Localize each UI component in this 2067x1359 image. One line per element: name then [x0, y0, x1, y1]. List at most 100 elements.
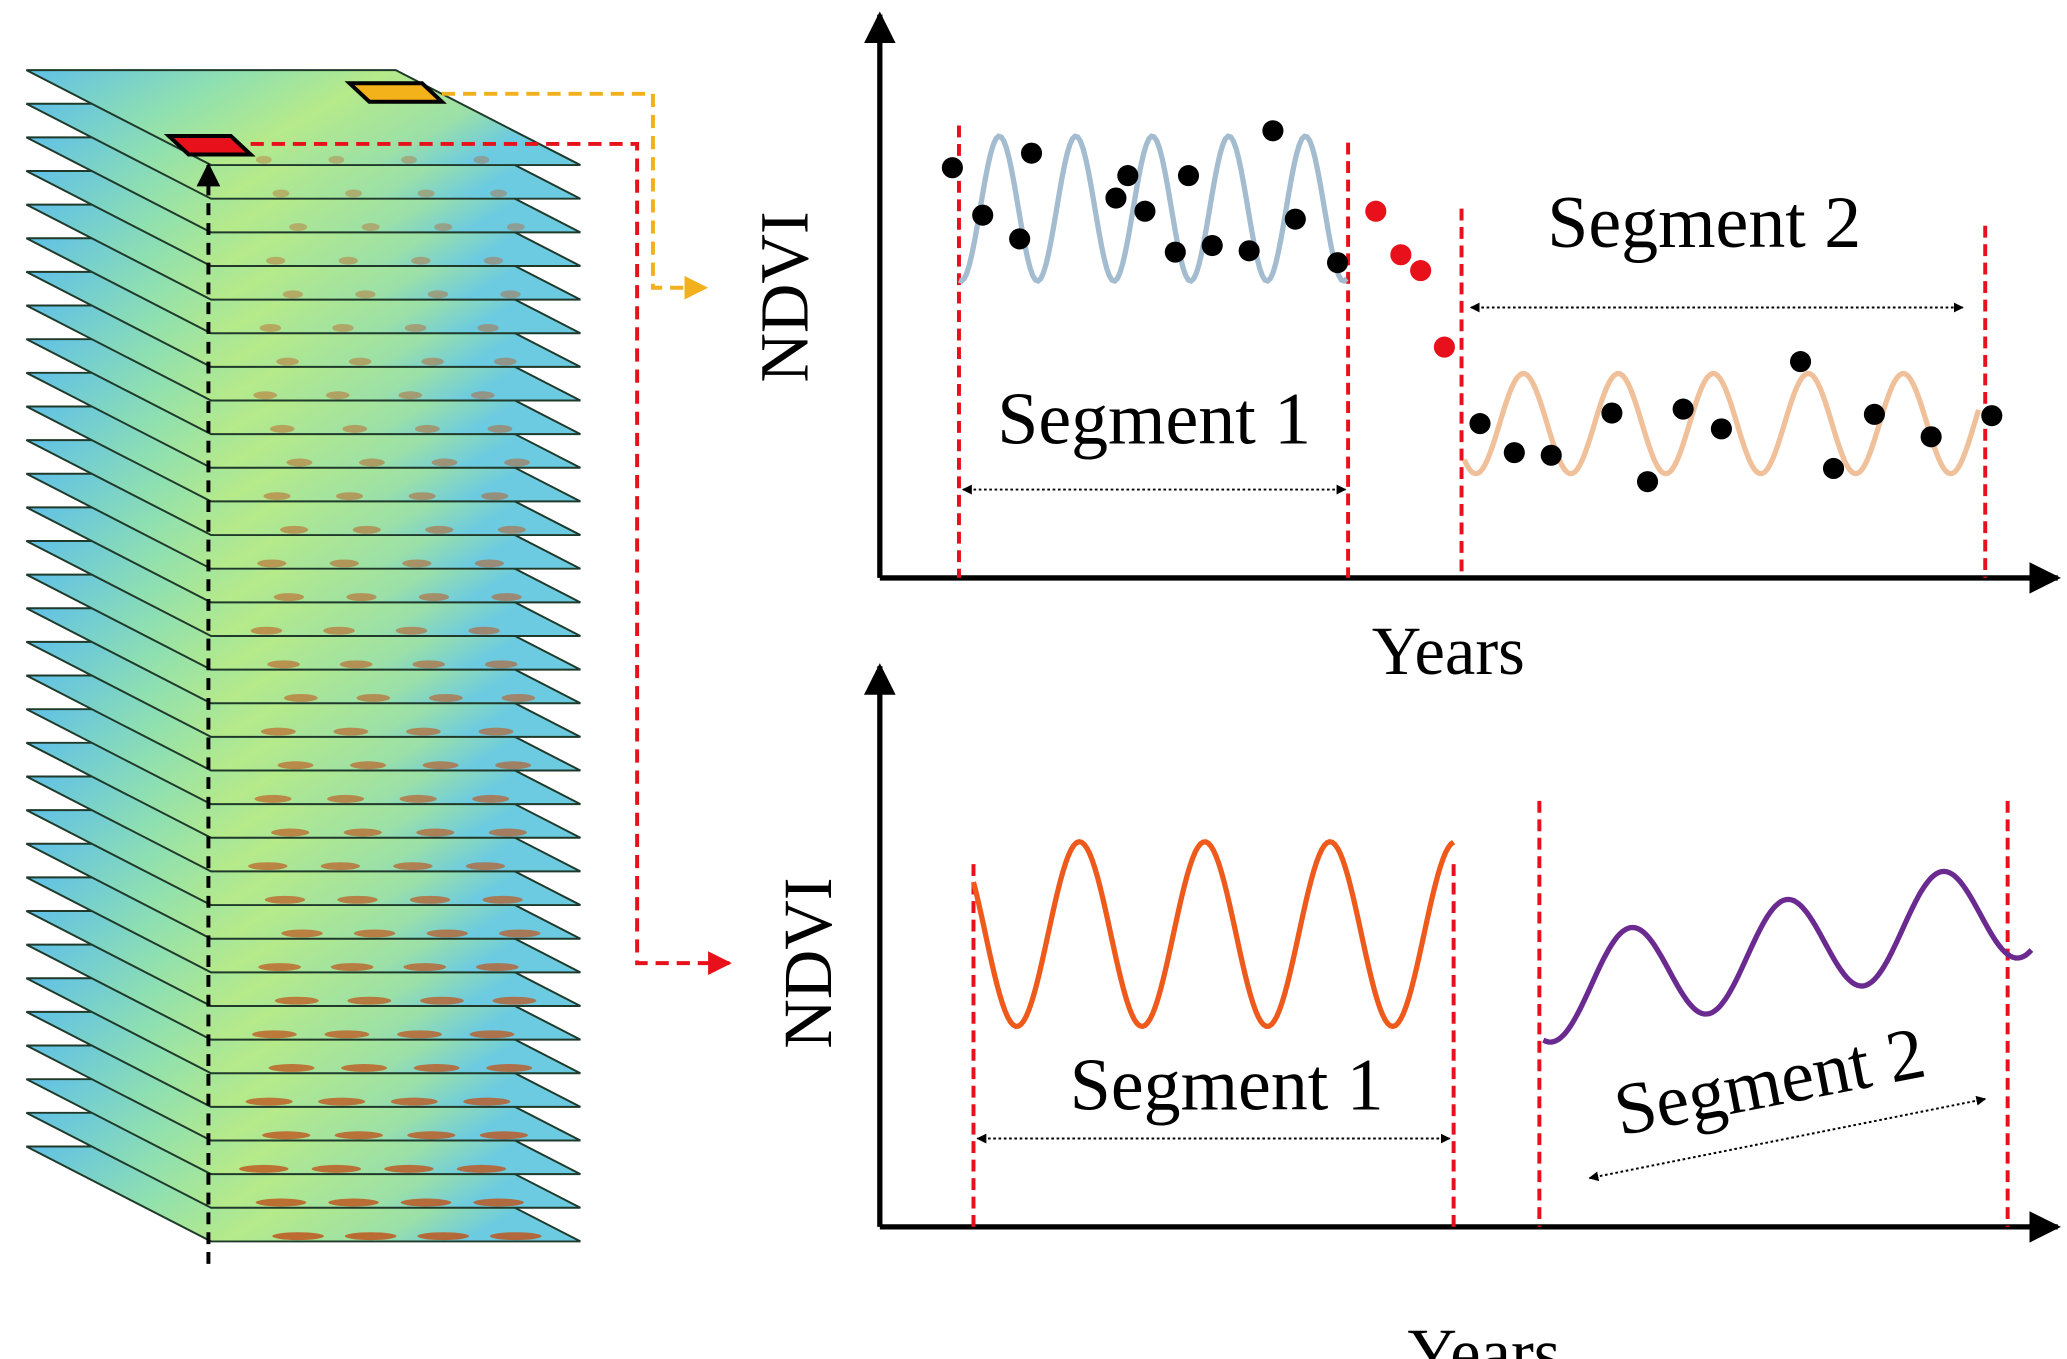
- hotspot: [361, 223, 380, 232]
- hotspot: [470, 391, 495, 400]
- hotspot: [329, 559, 359, 568]
- hotspot: [501, 694, 536, 702]
- observation: [1262, 120, 1284, 142]
- observation: [1117, 165, 1139, 187]
- segment-label: Segment 2: [1547, 181, 1861, 263]
- hotspot: [347, 996, 392, 1005]
- breakpoint-obs: [1410, 260, 1432, 282]
- hotspot: [250, 626, 283, 635]
- observation: [1238, 240, 1260, 262]
- pixel-marker: [163, 134, 256, 157]
- hotspot: [384, 1164, 434, 1173]
- hotspot: [282, 290, 303, 299]
- hotspot: [390, 1097, 438, 1106]
- hotspot: [504, 458, 531, 467]
- observation: [972, 204, 994, 226]
- hotspot: [334, 1131, 383, 1140]
- link-arrow: [441, 91, 709, 300]
- hotspot: [469, 1030, 515, 1039]
- hotspot: [350, 761, 387, 770]
- hotspot: [239, 1164, 289, 1173]
- observation: [1540, 444, 1562, 466]
- hotspot: [255, 155, 272, 164]
- observation: [1636, 471, 1659, 493]
- hotspot: [251, 1030, 297, 1039]
- hotspot: [431, 458, 458, 467]
- hotspot: [418, 593, 450, 602]
- hotspot: [323, 626, 355, 635]
- image-stack: [25, 69, 581, 1243]
- hotspot: [407, 1131, 456, 1140]
- hotspot: [422, 761, 459, 770]
- hotspot: [277, 761, 314, 770]
- hotspot: [426, 929, 468, 938]
- hotspot: [417, 1232, 470, 1241]
- observation: [1503, 442, 1525, 464]
- hotspot: [355, 290, 376, 299]
- hotspot: [411, 256, 431, 265]
- hotspot: [352, 525, 381, 534]
- hotspot: [263, 492, 291, 501]
- segment-label: Segment 1: [997, 377, 1311, 459]
- hotspot: [332, 324, 354, 332]
- hotspot: [327, 794, 365, 803]
- hotspot: [257, 559, 287, 568]
- hotspot: [269, 424, 295, 433]
- observation: [941, 157, 963, 179]
- hotspot: [325, 391, 350, 400]
- hotspot: [330, 963, 374, 972]
- hotspot: [311, 1164, 362, 1173]
- observation: [1822, 457, 1845, 479]
- observation: [1789, 351, 1812, 373]
- top-panel: Segment 1 Segment 2 NDVI Years: [746, 11, 2061, 689]
- hotspot: [398, 391, 423, 400]
- hotspot: [255, 1198, 307, 1207]
- y-axis-label: NDVI: [770, 877, 846, 1048]
- hotspot: [472, 794, 510, 803]
- hotspot: [468, 626, 500, 635]
- hotspot: [425, 525, 454, 534]
- x-axis-label: Years: [1407, 1315, 1560, 1359]
- hotspot: [402, 559, 432, 568]
- observation: [1201, 234, 1223, 257]
- hotspot: [281, 929, 323, 938]
- hotspot: [339, 660, 373, 669]
- hotspot: [266, 256, 286, 265]
- observation: [1164, 241, 1186, 263]
- hotspot: [276, 357, 299, 366]
- hotspot: [245, 1097, 293, 1106]
- breakpoint-obs: [1390, 244, 1412, 266]
- seasonal-curve: [970, 839, 1456, 1030]
- x-axis-label: Years: [1372, 613, 1525, 689]
- hotspot: [267, 660, 300, 669]
- hotspot: [421, 357, 444, 366]
- hotspot: [481, 492, 509, 501]
- hotspot: [289, 223, 308, 232]
- hotspot: [272, 1232, 324, 1241]
- hotspot: [409, 895, 451, 904]
- hotspot: [495, 761, 532, 770]
- hotspot: [482, 895, 523, 904]
- hotspot: [475, 963, 519, 972]
- hotspot: [413, 1064, 460, 1072]
- hotspot: [414, 424, 440, 433]
- segment-span: [1588, 1095, 1987, 1182]
- segment-label: Segment 2: [1608, 1011, 1932, 1151]
- hotspot: [343, 828, 382, 837]
- hotspot: [264, 895, 306, 904]
- link-arrow: [250, 141, 732, 975]
- hotspot: [477, 324, 499, 332]
- hotspot: [286, 458, 313, 467]
- hotspot: [428, 694, 463, 702]
- hotspot: [320, 862, 360, 871]
- hotspot: [412, 660, 446, 669]
- hotspot: [498, 929, 541, 938]
- hotspot: [253, 391, 277, 400]
- hotspot: [490, 189, 508, 198]
- hotspot: [489, 1232, 542, 1241]
- hotspot: [401, 155, 417, 164]
- hotspot: [403, 963, 447, 972]
- hotspot: [404, 324, 427, 332]
- hotspot: [488, 828, 527, 837]
